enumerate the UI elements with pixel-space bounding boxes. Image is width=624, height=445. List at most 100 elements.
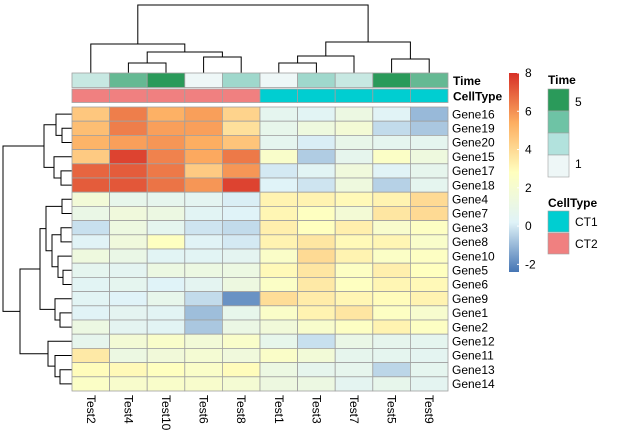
heatmap-cell — [71, 362, 110, 378]
heatmap-cell — [109, 262, 148, 278]
heatmap-cell — [259, 106, 298, 122]
column-label: Test5 — [385, 395, 399, 424]
heatmap-cell — [71, 106, 110, 122]
heatmap-cell — [109, 163, 148, 179]
heatmap-cell — [372, 262, 411, 278]
heatmap-cell — [334, 134, 374, 150]
heatmap-cell — [259, 120, 298, 136]
heatmap-cell — [297, 248, 336, 264]
heatmap-cell — [146, 220, 186, 236]
heatmap-cell — [146, 305, 186, 321]
row-label: Gene4 — [452, 193, 488, 207]
heatmap-cell — [409, 248, 449, 264]
heatmap-cell — [221, 291, 261, 307]
heatmap-cell — [297, 234, 336, 250]
heatmap-cell — [221, 177, 261, 193]
heatmap-cell — [372, 276, 411, 292]
heatmap-cell — [146, 291, 186, 307]
heatmap-cell — [71, 276, 110, 292]
heatmap-cell — [71, 333, 110, 349]
color-scale-tick-label: 8 — [525, 66, 532, 80]
heatmap-cell — [146, 120, 186, 136]
celltype-legend-label: CT2 — [575, 237, 598, 251]
dendrogram-branch — [137, 4, 369, 44]
dendrogram-branch — [391, 58, 430, 73]
time-legend-title: Time — [548, 73, 576, 87]
time-annotation-cell — [146, 72, 186, 88]
heatmap-cell — [146, 106, 186, 122]
dendrogram-branch — [90, 43, 186, 73]
heatmap-cell — [221, 248, 261, 264]
color-scale-tick-label: 0 — [525, 219, 532, 233]
heatmap-cell — [334, 376, 374, 392]
heatmap-cell — [259, 149, 298, 165]
heatmap-cell — [259, 276, 298, 292]
dendrogram-branch — [297, 55, 355, 73]
heatmap-cell — [409, 220, 449, 236]
row-label: Gene3 — [452, 221, 488, 235]
heatmap-cell — [372, 220, 411, 236]
row-label: Gene13 — [452, 363, 495, 377]
time-annotation-cell — [297, 72, 336, 88]
heatmap-cell — [71, 149, 110, 165]
column-label: Test1 — [272, 395, 286, 424]
heatmap-cell — [372, 319, 411, 335]
heatmap-cell — [71, 134, 110, 150]
heatmap-cell — [297, 362, 336, 378]
heatmap-cell — [221, 234, 261, 250]
heatmap-cell — [184, 362, 223, 378]
heatmap-cell — [184, 319, 223, 335]
celltype-annotation-cell — [146, 88, 186, 103]
heatmap-cell — [334, 276, 374, 292]
heatmap-cell — [71, 291, 110, 307]
celltype-annotation-label: CellType — [453, 90, 502, 104]
heatmap-cell — [334, 120, 374, 136]
heatmap-cell — [221, 106, 261, 122]
heatmap-cell — [259, 376, 298, 392]
celltype-annotation-cell — [184, 88, 223, 103]
heatmap-cell — [334, 149, 374, 165]
heatmap-cell — [71, 262, 110, 278]
row-label: Gene5 — [452, 264, 488, 278]
heatmap-cell — [259, 333, 298, 349]
heatmap-cell — [221, 205, 261, 221]
heatmap-cell — [184, 333, 223, 349]
heatmap-cell — [297, 376, 336, 392]
heatmap-cell — [334, 305, 374, 321]
heatmap-cell — [221, 376, 261, 392]
heatmap-cell — [109, 291, 148, 307]
heatmap-cell — [259, 134, 298, 150]
dendrogram-branch — [54, 355, 72, 378]
color-scale-legend: 8 6 4 2 0 -2 — [509, 66, 536, 272]
heatmap-cell — [221, 362, 261, 378]
dendrogram-branch — [2, 145, 44, 312]
heatmap-cell — [409, 234, 449, 250]
heatmap-cell — [184, 262, 223, 278]
heatmap-cell — [409, 262, 449, 278]
row-label: Gene7 — [452, 207, 488, 221]
column-label: Test10 — [159, 395, 173, 431]
heatmap-cell — [334, 234, 374, 250]
celltype-annotation-cell — [334, 88, 374, 103]
heatmap-cell — [221, 262, 261, 278]
heatmap-cell — [146, 163, 186, 179]
row-label: Gene17 — [452, 164, 495, 178]
heatmap-cell — [71, 305, 110, 321]
row-label: Gene6 — [452, 278, 488, 292]
dendrogram-branch — [45, 205, 62, 252]
row-label: Gene16 — [452, 107, 495, 121]
heatmap-cell — [184, 120, 223, 136]
heatmap-cell — [146, 276, 186, 292]
column-label: Test8 — [234, 395, 248, 424]
heatmap-cell — [297, 262, 336, 278]
dendrogram-branch — [61, 127, 72, 143]
heatmap-cell — [409, 347, 449, 363]
row-label: Gene15 — [452, 150, 495, 164]
heatmap-cell — [409, 333, 449, 349]
heatmap-cell — [409, 106, 449, 122]
time-legend-swatch — [547, 132, 570, 156]
column-dendrogram — [90, 4, 430, 73]
heatmap-cell — [334, 347, 374, 363]
heatmap-cell — [372, 106, 411, 122]
heatmap-cell — [297, 205, 336, 221]
